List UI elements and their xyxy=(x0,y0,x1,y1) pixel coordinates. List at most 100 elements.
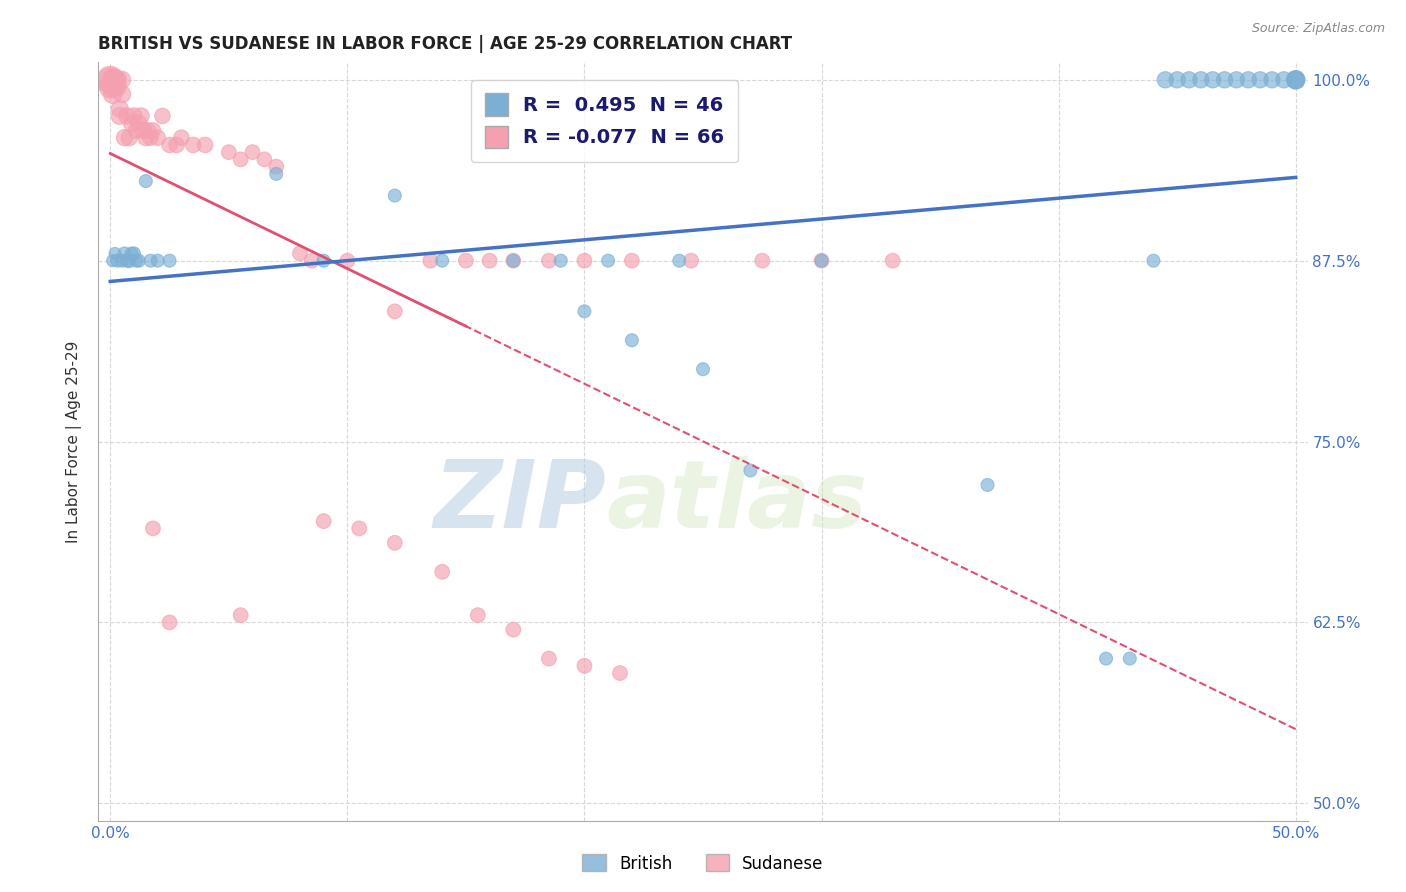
Point xyxy=(104,80,127,95)
Point xyxy=(121,246,143,260)
Point xyxy=(105,253,128,268)
Point xyxy=(128,253,150,268)
Point xyxy=(105,80,128,95)
Point xyxy=(598,253,620,268)
Point xyxy=(194,137,217,152)
Point xyxy=(105,72,128,87)
Point xyxy=(1178,72,1201,87)
Point xyxy=(882,253,904,268)
Point xyxy=(681,253,703,268)
Point xyxy=(668,253,690,268)
Point xyxy=(142,123,165,137)
Point xyxy=(1285,72,1308,87)
Point xyxy=(1189,72,1212,87)
Point xyxy=(135,130,157,145)
Point xyxy=(125,253,148,268)
Point xyxy=(692,362,714,376)
Point xyxy=(620,333,643,347)
Point xyxy=(104,246,127,260)
Point xyxy=(115,253,138,268)
Point xyxy=(159,253,181,268)
Point xyxy=(135,174,157,188)
Point xyxy=(550,253,572,268)
Point xyxy=(574,304,596,318)
Point xyxy=(336,253,359,268)
Point xyxy=(537,651,560,665)
Point xyxy=(1237,72,1260,87)
Point xyxy=(347,521,370,535)
Point xyxy=(253,153,276,167)
Point xyxy=(129,109,152,123)
Point xyxy=(502,253,524,268)
Point xyxy=(467,608,489,623)
Point xyxy=(111,87,134,102)
Point xyxy=(139,253,162,268)
Point xyxy=(1202,72,1225,87)
Point xyxy=(125,123,148,137)
Point xyxy=(502,253,524,268)
Legend: British, Sudanese: British, Sudanese xyxy=(575,847,831,880)
Point xyxy=(166,137,188,152)
Text: BRITISH VS SUDANESE IN LABOR FORCE | AGE 25-29 CORRELATION CHART: BRITISH VS SUDANESE IN LABOR FORCE | AGE… xyxy=(98,35,793,53)
Point xyxy=(574,658,596,673)
Point xyxy=(976,478,998,492)
Y-axis label: In Labor Force | Age 25-29: In Labor Force | Age 25-29 xyxy=(66,341,83,542)
Point xyxy=(384,188,406,202)
Point xyxy=(152,109,174,123)
Point xyxy=(537,253,560,268)
Point xyxy=(1166,72,1188,87)
Point xyxy=(609,666,631,681)
Point xyxy=(1154,72,1177,87)
Text: ZIP: ZIP xyxy=(433,456,606,549)
Point xyxy=(111,72,134,87)
Point xyxy=(502,623,524,637)
Point xyxy=(264,160,287,174)
Point xyxy=(229,608,252,623)
Point xyxy=(98,72,121,87)
Point xyxy=(312,253,335,268)
Point xyxy=(419,253,441,268)
Legend: R =  0.495  N = 46, R = -0.077  N = 66: R = 0.495 N = 46, R = -0.077 N = 66 xyxy=(471,79,738,161)
Point xyxy=(1272,72,1295,87)
Point xyxy=(139,130,162,145)
Point xyxy=(159,615,181,630)
Point xyxy=(740,463,762,477)
Point xyxy=(1095,651,1118,665)
Point xyxy=(264,167,287,181)
Point xyxy=(1142,253,1164,268)
Point xyxy=(432,253,454,268)
Point xyxy=(301,253,323,268)
Point xyxy=(1285,72,1308,87)
Point xyxy=(101,253,124,268)
Point xyxy=(432,565,454,579)
Point xyxy=(122,109,145,123)
Point xyxy=(242,145,264,160)
Point xyxy=(574,253,596,268)
Point xyxy=(111,253,134,268)
Point xyxy=(1225,72,1247,87)
Point xyxy=(170,130,193,145)
Point xyxy=(1119,651,1142,665)
Point xyxy=(181,137,204,152)
Point xyxy=(128,116,150,130)
Point xyxy=(478,253,501,268)
Text: atlas: atlas xyxy=(606,456,868,549)
Point xyxy=(312,514,335,528)
Point xyxy=(146,130,169,145)
Point xyxy=(118,253,141,268)
Point xyxy=(122,246,145,260)
Point xyxy=(101,72,124,87)
Point xyxy=(810,253,832,268)
Point xyxy=(101,80,124,95)
Point xyxy=(620,253,643,268)
Point xyxy=(454,253,477,268)
Point xyxy=(1261,72,1284,87)
Point xyxy=(121,116,143,130)
Point xyxy=(98,80,121,95)
Point xyxy=(142,521,165,535)
Point xyxy=(108,109,131,123)
Point xyxy=(751,253,773,268)
Point xyxy=(384,536,406,550)
Point xyxy=(108,102,131,116)
Point xyxy=(132,123,155,137)
